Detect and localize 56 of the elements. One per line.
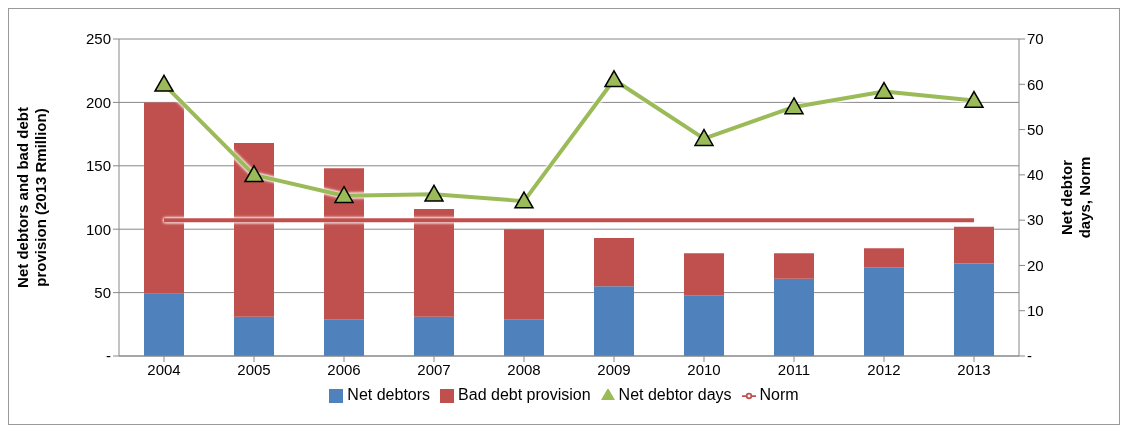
bar [144,293,184,356]
x-tick-label: 2005 [237,360,271,378]
bar [864,267,904,356]
bar [684,295,724,356]
y2-tick-label: 70 [1027,30,1044,48]
legend-label: Bad debt provision [458,386,591,403]
point [424,184,444,202]
x-tick-label: 2009 [597,360,631,378]
x-tick-label: 2010 [687,360,721,378]
point [964,90,984,109]
bar [414,316,454,356]
legend-label: Net debtors [347,386,431,403]
x-tick-label: 2013 [957,360,991,378]
y-tick-label: 50 [94,283,111,301]
y2-tick-label: 60 [1027,75,1044,93]
bar [954,226,994,264]
legend-label: Net debtor days [618,386,732,403]
point [604,70,624,88]
y-tick-label: 200 [85,93,111,111]
x-tick-label: 2011 [777,360,811,378]
legend-label: Norm [759,386,799,403]
y2-axis-title: Net debtor days, Norm [1058,156,1093,239]
x-tick-label: 2006 [327,360,361,378]
y2-tick-label: 40 [1027,166,1044,184]
y2-tick-label: - [1027,347,1032,365]
y2-tick-label: 20 [1027,256,1044,274]
y2-tick-label: 10 [1027,302,1044,320]
point [244,165,264,183]
point [694,128,714,147]
y-tick-label: 250 [85,30,111,48]
y2-tick-label: 50 [1027,120,1044,138]
y-tick-label: 100 [85,220,111,238]
y-tick-label: - [106,347,111,365]
y2-tick-label: 30 [1027,211,1044,229]
x-tick-label: 2012 [867,360,901,378]
y-axis-title: Net debtors and bad debt provision (2013 Rmillion) [14,107,49,288]
bar [594,238,634,287]
point [154,74,174,92]
bar [594,286,634,356]
bar [504,319,544,356]
point [874,81,894,100]
y-tick-label: 150 [85,157,111,175]
bar [504,229,544,320]
bar [234,316,274,356]
bar [954,263,994,356]
point [784,97,804,115]
x-tick-label: 2004 [147,360,181,378]
bar [864,248,904,268]
x-tick-label: 2008 [507,360,541,378]
point [334,185,354,204]
point [514,191,534,209]
bar [324,319,364,356]
bar [774,253,814,279]
x-tick-label: 2007 [417,360,451,378]
bar [774,278,814,356]
bar [684,253,724,296]
